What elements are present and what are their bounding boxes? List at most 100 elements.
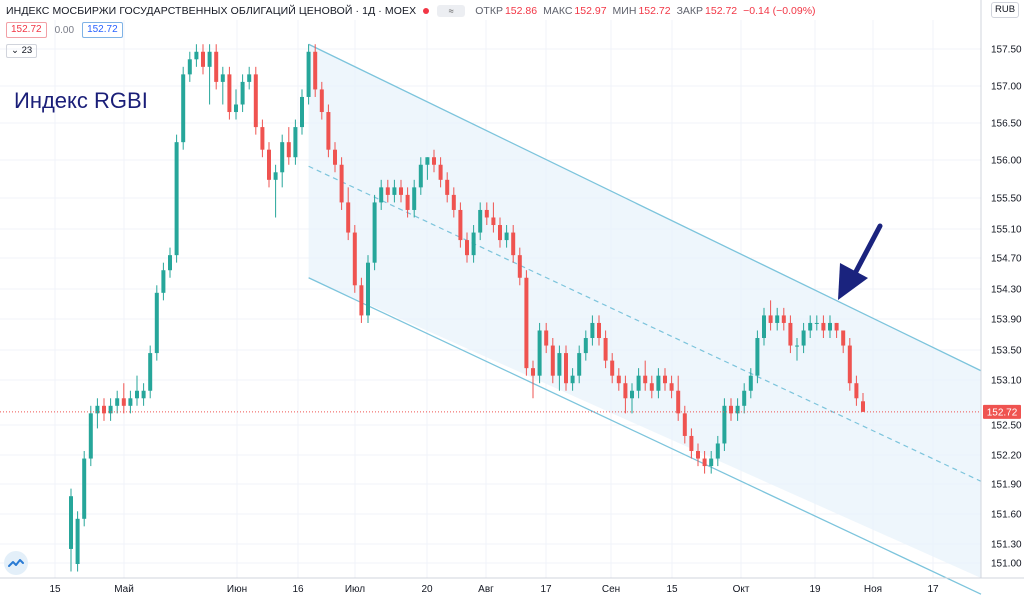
candle[interactable] [603, 330, 608, 369]
candle[interactable] [814, 315, 819, 331]
channel-middle-line[interactable] [308, 165, 982, 482]
candle[interactable] [405, 187, 410, 218]
candle[interactable] [656, 368, 661, 399]
candle[interactable] [570, 368, 575, 391]
candle[interactable] [616, 368, 621, 391]
candle[interactable] [623, 375, 628, 414]
candle[interactable] [240, 74, 245, 113]
candle[interactable] [583, 330, 588, 361]
currency-button[interactable]: RUB [991, 2, 1019, 18]
candle[interactable] [227, 66, 232, 120]
candle[interactable] [834, 322, 839, 339]
candle[interactable] [247, 66, 252, 90]
candle[interactable] [854, 375, 859, 406]
candle[interactable] [102, 398, 106, 421]
candle[interactable] [69, 488, 73, 572]
candle[interactable] [722, 398, 727, 452]
candle[interactable] [168, 247, 172, 278]
candle[interactable] [128, 390, 133, 414]
candle[interactable] [517, 247, 522, 286]
candle[interactable] [300, 89, 304, 135]
candle[interactable] [399, 179, 403, 203]
candle[interactable] [781, 307, 786, 331]
candle[interactable] [755, 330, 760, 384]
candle[interactable] [484, 202, 489, 226]
candle[interactable] [82, 451, 87, 527]
candle[interactable] [293, 119, 298, 165]
candle[interactable] [352, 225, 357, 293]
candle[interactable] [504, 225, 509, 248]
candle[interactable] [689, 428, 694, 459]
channel-lower-line[interactable] [308, 277, 982, 595]
candle[interactable] [709, 451, 714, 474]
candle[interactable] [841, 330, 846, 354]
candle[interactable] [768, 300, 773, 331]
bid-price-box[interactable]: 152.72 [6, 22, 47, 38]
candle[interactable] [115, 390, 120, 414]
candle[interactable] [339, 157, 344, 210]
candle[interactable] [418, 157, 423, 195]
candle[interactable] [181, 66, 186, 150]
candle[interactable] [491, 202, 496, 233]
candle[interactable] [260, 119, 265, 158]
candle[interactable] [808, 315, 813, 339]
candle[interactable] [319, 81, 324, 120]
candle[interactable] [234, 89, 238, 120]
candle[interactable] [201, 44, 205, 75]
ask-price-box[interactable]: 152.72 [82, 22, 123, 38]
candle[interactable] [511, 225, 516, 263]
candle[interactable] [748, 368, 753, 399]
candle[interactable] [141, 383, 146, 406]
candle[interactable] [379, 179, 384, 210]
candle[interactable] [148, 345, 153, 399]
channel-upper-line[interactable] [308, 43, 982, 372]
candle[interactable] [286, 127, 291, 165]
candle[interactable] [676, 375, 681, 421]
candle[interactable] [597, 315, 601, 346]
candle[interactable] [821, 315, 826, 339]
candle[interactable] [313, 44, 318, 97]
indicators-collapse-button[interactable]: ⌄ 23 [6, 44, 38, 58]
candle[interactable] [498, 217, 502, 248]
candle[interactable] [715, 435, 720, 467]
candle[interactable] [366, 255, 370, 323]
candle[interactable] [273, 164, 278, 218]
compare-toggle-button[interactable]: ≈ [437, 5, 466, 17]
candle[interactable] [121, 383, 126, 414]
candle[interactable] [478, 202, 483, 241]
candle[interactable] [267, 142, 271, 188]
candle[interactable] [438, 157, 443, 188]
candle[interactable] [564, 345, 568, 391]
tradingview-logo-icon[interactable] [4, 551, 28, 575]
candle[interactable] [729, 398, 733, 421]
candle[interactable] [537, 322, 542, 384]
candle[interactable] [696, 443, 700, 467]
candle[interactable] [735, 398, 740, 421]
candle[interactable] [828, 315, 832, 339]
candle[interactable] [385, 179, 390, 203]
candle[interactable] [214, 44, 219, 90]
candle[interactable] [306, 44, 311, 105]
candle[interactable] [524, 270, 529, 376]
candle[interactable] [75, 511, 80, 572]
candle[interactable] [161, 262, 166, 301]
candle[interactable] [610, 353, 615, 384]
candle[interactable] [187, 51, 192, 82]
candle[interactable] [590, 315, 595, 346]
candle[interactable] [95, 398, 100, 429]
candle[interactable] [432, 149, 436, 173]
candle[interactable] [471, 225, 476, 263]
candle[interactable] [458, 202, 463, 248]
candle[interactable] [649, 375, 654, 399]
candle[interactable] [346, 187, 351, 241]
candle[interactable] [280, 134, 285, 188]
candle[interactable] [577, 345, 582, 384]
candle[interactable] [742, 383, 747, 414]
candle[interactable] [762, 307, 766, 346]
candle[interactable] [643, 360, 648, 391]
candle[interactable] [550, 338, 555, 384]
candle[interactable] [88, 405, 93, 467]
candle[interactable] [445, 172, 450, 203]
candle[interactable] [326, 104, 331, 158]
